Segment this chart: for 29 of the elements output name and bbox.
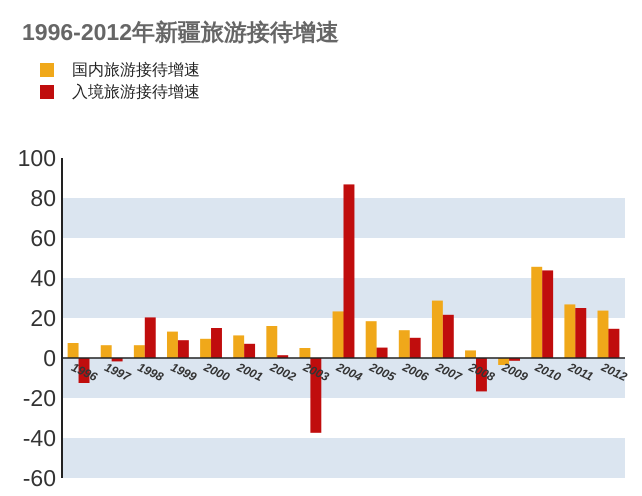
x-tick-label: 1998 [136,360,166,384]
y-tick-label: -60 [22,465,56,491]
x-tick-label: 1997 [102,360,134,385]
x-tick-label: 2001 [234,360,266,384]
x-tick-label: 2010 [532,360,564,384]
x-tick-label: 2003 [300,360,332,384]
x-tick-label: 2004 [333,360,365,384]
x-tick-label: 2006 [400,360,431,384]
y-tick-label: 60 [30,225,56,251]
x-tick-label: 2005 [366,360,398,384]
x-tick-label: 2012 [598,360,630,384]
x-tick-label: 1996 [69,360,100,384]
x-tick-label: 2008 [466,360,498,384]
legend-label: 入境旅游接待增速 [72,82,200,101]
x-tick-label: 2007 [432,360,465,385]
x-tick-label: 2002 [267,360,298,384]
x-tick-label: 2011 [565,360,596,384]
x-tick-label: 1999 [168,360,200,384]
y-tick-label: 100 [18,145,56,171]
y-tick-label: 0 [43,345,56,371]
x-tick-label: 2000 [200,360,232,384]
y-tick-label: 40 [30,265,56,291]
y-tick-label: -40 [22,425,56,451]
y-tick-label: 80 [30,185,56,211]
y-tick-label: -20 [22,385,56,411]
y-tick-label: 20 [30,305,56,331]
chart-title: 1996-2012年新疆旅游接待增速 [22,19,339,45]
x-tick-label: 2009 [498,360,530,384]
legend-label: 国内旅游接待增速 [72,60,200,79]
